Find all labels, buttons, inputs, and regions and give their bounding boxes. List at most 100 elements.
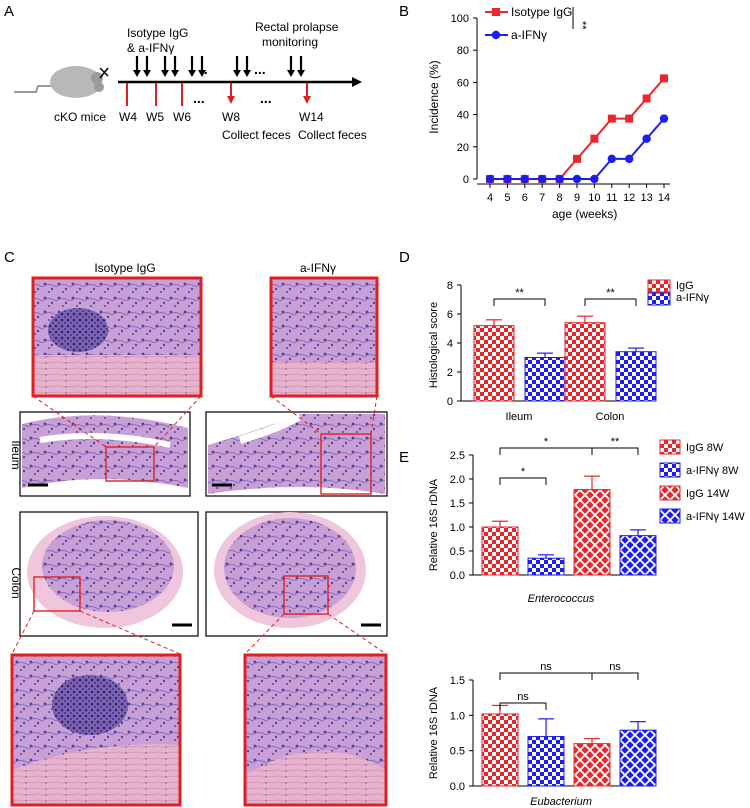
point-b-aifn-13 [642,134,651,143]
tick-label-b-x-5: 5 [504,192,510,204]
point-b-aifn-9 [572,174,582,184]
column-title-isotype: Isotype IgG [94,261,155,275]
point-b-aifn-11 [607,154,616,164]
tick-label-b-x-9: 9 [574,192,580,204]
chartE1-significance-2-bracket [591,447,639,455]
point-b-aifn-12 [625,154,634,164]
micrograph-ileum-aifn-zoom [269,276,379,398]
series-line-b-1 [490,117,665,180]
tick-label-d-y-6: 6 [447,309,453,321]
treatment-label-2: & a-IFNγ [127,41,174,55]
point-b-igg-10 [590,134,599,143]
chart-e-eubacterium: 0.0 0.5 1.0 1.5 ns ns ns [450,661,657,793]
monitor-label-1: Rectal prolapse [255,20,339,34]
legend-e-label-0: IgG 8W [686,442,724,454]
timeline-arrow-icon [352,77,362,87]
point-b-aifn-4 [485,174,495,184]
legend-b-igg: Isotype IgG [511,5,572,19]
injection-arrows [133,56,305,77]
chartE1-tick-label-y-2.5: 2.5 [450,450,465,462]
collect-feces-2: Collect feces [298,128,367,142]
tick-label-b-y-0: 0 [463,174,469,186]
point-b-igg-11 [607,114,616,123]
micrograph-ileum-igg [19,411,191,497]
tick-label-d-y-8: 8 [447,280,453,292]
panel-label-d: D [399,249,410,266]
chartE2-significance-2-bracket [591,672,639,680]
injection-arrowhead-3 [171,70,179,77]
tick-label-b-y-60: 60 [457,77,469,89]
chartE1-significance-0-label: * [521,466,526,478]
micrograph-colon-igg-zoom [10,653,182,807]
point-b-igg-9 [573,154,581,163]
injection-arrowhead-9 [297,70,305,77]
legend-d-igg: IgG [676,280,694,292]
bar-d-ileum-0 [473,325,515,402]
tick-label-b-x-13: 13 [640,192,652,204]
tick-label-b-y-20: 20 [457,142,469,154]
week-ticks [126,83,311,106]
histology-images [10,276,388,807]
point-b-igg-12 [625,114,634,123]
tick-label-b-x-6: 6 [522,192,528,204]
chartE2-bar-1 [527,736,565,787]
axis-title-e2-y: Relative 16S rDNA [428,686,440,779]
tick-label-b-y-100: 100 [451,13,469,25]
chartE2-bar-3 [619,729,657,787]
injection-arrowhead-1 [143,70,151,77]
tick-label-b-x-11: 11 [606,192,617,204]
column-title-aifn: a-IFNγ [300,261,336,275]
chartE2-bar-0 [481,713,519,787]
axis-title-b-y: Incidence (%) [427,60,441,133]
legend-d-swatch-aifn [647,292,671,306]
axis-title-e2-x: Eubacterium [530,796,592,808]
point-b-aifn-14 [659,114,669,123]
point-b-aifn-7 [538,174,547,184]
injection-arrowhead-5 [198,70,206,77]
series-line-b-0 [490,77,665,180]
schema-a: Isotype IgG & a-IFNγ Rectal prolapse mon… [14,20,367,142]
chartE1-significance-1-label: * [544,436,549,448]
point-b-aifn-8 [555,174,564,184]
legend-e-swatch-3 [659,508,681,524]
collect-feces-1: Collect feces [222,128,291,142]
significance-d-ileum-bracket [493,298,546,306]
chartE1-tick-label-y-1.5: 1.5 [450,498,465,510]
chartE2-significance-0-label: ns [517,691,529,703]
zoom-connector-colon-aifn [244,613,387,655]
injection-arrowhead-2 [161,70,169,77]
bar-d-ileum-1 [524,357,566,402]
tick-label-b-x-14: 14 [658,192,670,204]
panel-label-c: C [4,249,15,266]
legend-d-aifn: a-IFNγ [676,292,710,304]
panel-label-b: B [399,3,409,20]
panel-label-e: E [399,449,409,466]
chart-e-enterococcus: 0.00.51.01.52.02.5** ** [450,436,657,582]
chartE2-tick-label-y-0.0: 0.0 [450,781,465,793]
axis-title-b-x: age (weeks) [552,207,617,221]
legend-e-swatch-1 [659,462,681,478]
chartE2-significance-0-bracket [499,702,547,710]
chartE1-tick-label-y-1.0: 1.0 [450,522,465,534]
zoom-connector-ileum-aifn [270,395,378,435]
legend-e-swatch-0 [659,439,681,455]
significance-d-ileum-label: ** [515,287,524,299]
tick-label-d-y-2: 2 [447,367,453,379]
significance-d-colon-bracket [584,298,637,306]
category-label-d-ileum: Ileum [506,411,533,423]
zoom-connector-colon-igg [11,610,181,655]
collect-arrowhead-1 [303,96,311,104]
significance-d-colon-label: ** [606,287,615,299]
panel-label-a: A [4,3,14,20]
category-label-d-colon: Colon [596,411,625,423]
week-label-w14: W14 [299,110,324,124]
micrograph-colon-aifn [205,511,388,637]
legend-e-swatch-2 [659,485,681,501]
tick-label-b-x-12: 12 [623,192,635,204]
injection-arrowhead-8 [287,70,295,77]
chartE1-significance-2-label: ** [611,436,620,448]
chart-d: 0 2 4 6 8 Ileum ** Colon ** [447,279,671,423]
chartE2-significance-2-label: ns [609,661,621,673]
legend-e-label-2: IgG 14W [686,488,730,500]
